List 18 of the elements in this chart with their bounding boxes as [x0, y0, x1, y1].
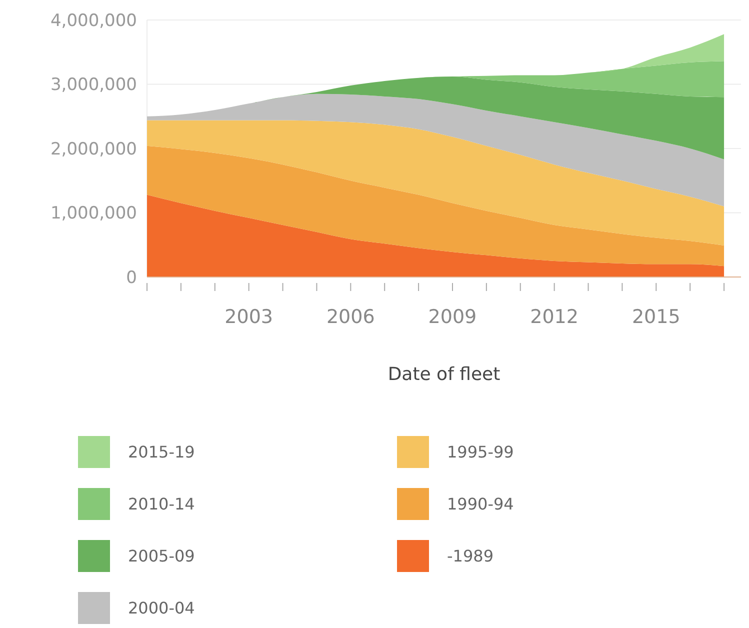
legend-label: 2015-19 [128, 442, 195, 462]
y-tick-label: 4,000,000 [50, 10, 137, 31]
y-tick-label: 3,000,000 [50, 75, 137, 96]
x-axis-title: Date of fleet [388, 364, 500, 385]
y-tick-label: 1,000,000 [50, 204, 137, 224]
x-tick-label: 2015 [632, 306, 680, 328]
y-tick-label: 2,000,000 [50, 139, 137, 160]
legend-label: 2010-14 [128, 494, 195, 514]
legend-label: 2000-04 [128, 598, 195, 618]
y-tick-label: 0 [126, 268, 137, 288]
x-tick-label: 2006 [326, 306, 375, 328]
x-tick-label: 2003 [224, 306, 274, 328]
legend-label: 1995-99 [447, 442, 514, 462]
legend-label: -1989 [447, 546, 494, 566]
legend-label: 1990-94 [447, 494, 514, 514]
x-tick-label: 2009 [428, 306, 477, 328]
legend-label: 2005-09 [128, 546, 195, 566]
x-tick-label: 2012 [530, 306, 578, 328]
